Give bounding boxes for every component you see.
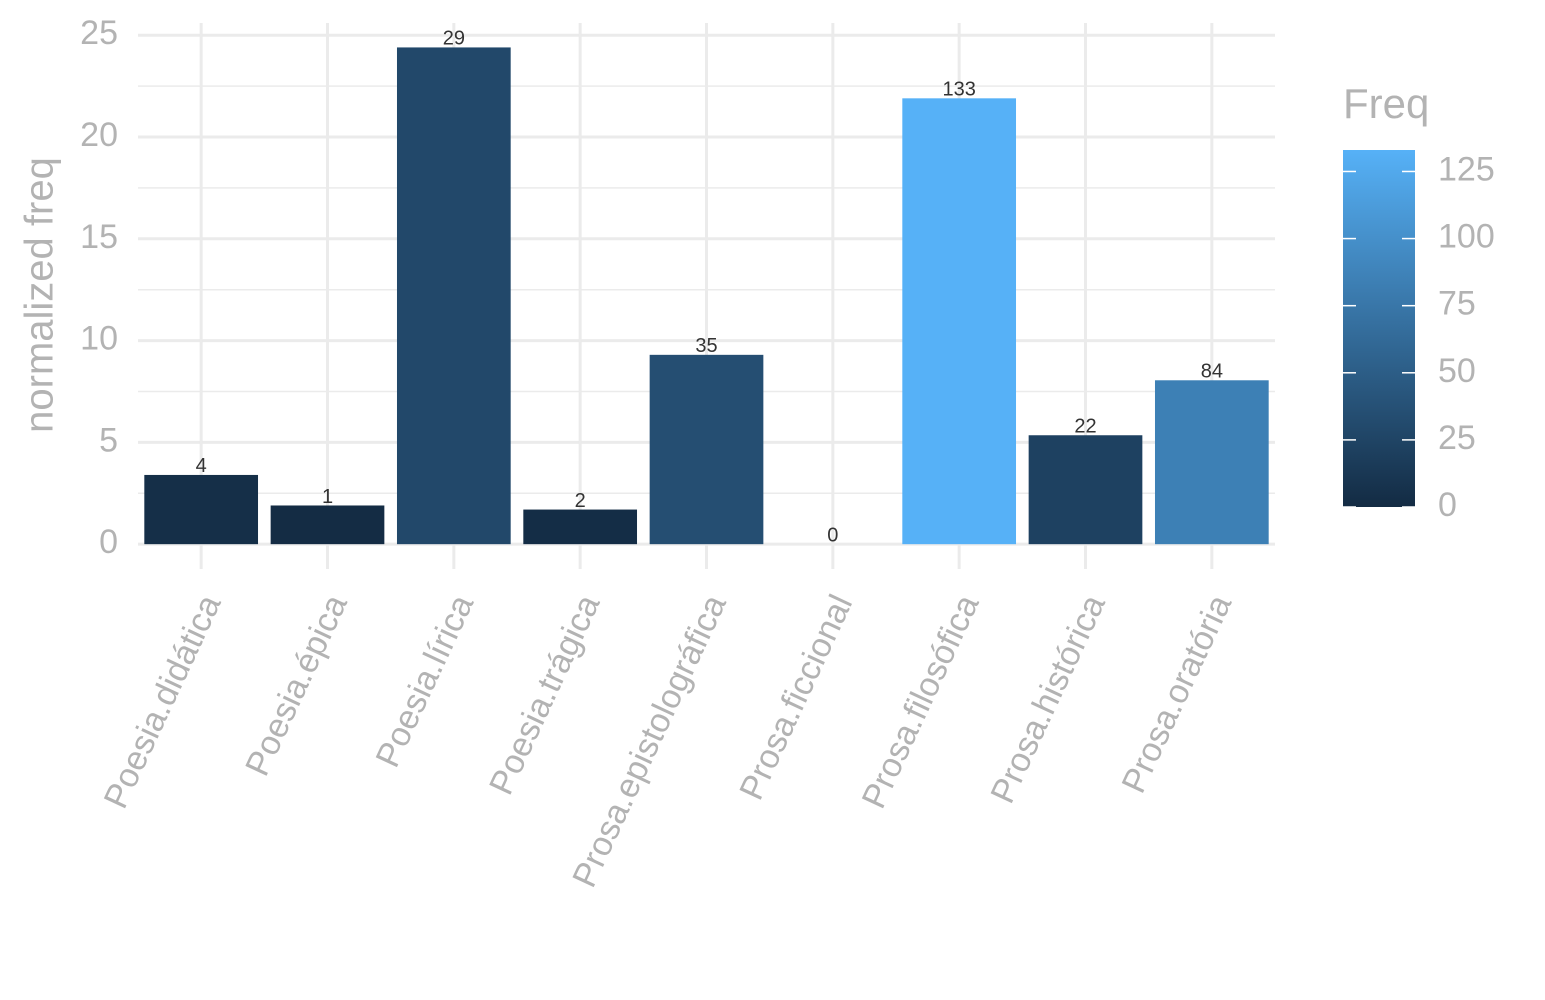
data-label: 4 [196, 455, 207, 477]
bar [396, 47, 511, 545]
data-label: 29 [443, 28, 465, 50]
legend-title: Freq [1343, 80, 1429, 127]
bar [270, 505, 385, 545]
x-tick-label: Poesia.didática [97, 589, 229, 814]
colorbar-tick-label: 100 [1438, 218, 1495, 256]
x-tick-label: Prosa.ficcional [732, 589, 860, 805]
bar [1154, 380, 1269, 545]
colorbar-tick-label: 125 [1438, 150, 1495, 188]
colorbar-tick-label: 50 [1438, 352, 1476, 390]
x-tick-label: Poesia.lírica [369, 589, 482, 773]
colorbar-tick-label: 75 [1438, 285, 1476, 323]
bar [144, 474, 259, 545]
data-label: 22 [1074, 416, 1096, 438]
x-tick-label: Prosa.histórica [983, 589, 1113, 809]
data-label: 1 [322, 486, 333, 508]
y-tick-label: 15 [80, 218, 118, 256]
data-label: 0 [827, 524, 838, 546]
x-tick-label: Prosa.oratória [1115, 589, 1240, 799]
colorbar [1343, 150, 1415, 507]
y-axis-title: normalized freq [18, 157, 62, 433]
y-tick-label: 5 [99, 421, 118, 459]
x-tick-label: Prosa.filosófica [855, 589, 987, 814]
x-tick-label: Poesia.trágica [482, 589, 608, 800]
y-tick-label: 10 [80, 320, 118, 358]
bar [649, 354, 764, 545]
colorbar-tick-label: 0 [1438, 486, 1457, 524]
y-tick-label: 25 [80, 14, 118, 52]
x-tick-label: Poesia.épica [238, 589, 355, 782]
y-tick-label: 0 [99, 523, 118, 561]
y-tick-label: 20 [80, 116, 118, 154]
bar [902, 98, 1017, 545]
data-label: 84 [1201, 361, 1223, 383]
bar [1028, 435, 1143, 545]
data-label: 133 [942, 79, 975, 101]
data-label: 2 [575, 490, 586, 512]
bar [523, 509, 638, 545]
data-label: 35 [695, 335, 717, 357]
colorbar-tick-label: 25 [1438, 419, 1476, 457]
